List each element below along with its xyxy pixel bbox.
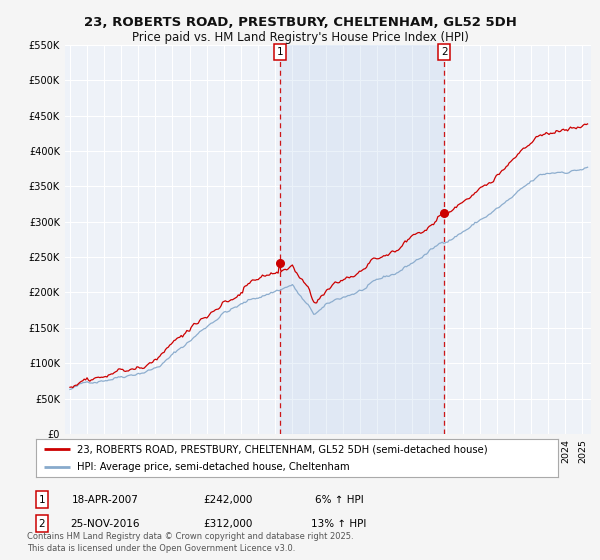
Text: 2: 2	[38, 519, 46, 529]
Text: 23, ROBERTS ROAD, PRESTBURY, CHELTENHAM, GL52 5DH (semi-detached house): 23, ROBERTS ROAD, PRESTBURY, CHELTENHAM,…	[77, 444, 487, 454]
Text: 1: 1	[38, 494, 46, 505]
Text: 13% ↑ HPI: 13% ↑ HPI	[311, 519, 367, 529]
Text: £242,000: £242,000	[203, 494, 253, 505]
Text: HPI: Average price, semi-detached house, Cheltenham: HPI: Average price, semi-detached house,…	[77, 462, 349, 472]
Text: Price paid vs. HM Land Registry's House Price Index (HPI): Price paid vs. HM Land Registry's House …	[131, 31, 469, 44]
Text: 23, ROBERTS ROAD, PRESTBURY, CHELTENHAM, GL52 5DH: 23, ROBERTS ROAD, PRESTBURY, CHELTENHAM,…	[83, 16, 517, 29]
Text: 1: 1	[277, 47, 283, 57]
Text: 25-NOV-2016: 25-NOV-2016	[70, 519, 140, 529]
Text: 2: 2	[441, 47, 448, 57]
Bar	[280, 45, 444, 434]
Text: £312,000: £312,000	[203, 519, 253, 529]
Text: 18-APR-2007: 18-APR-2007	[71, 494, 139, 505]
Text: Contains HM Land Registry data © Crown copyright and database right 2025.
This d: Contains HM Land Registry data © Crown c…	[27, 533, 353, 553]
Text: 6% ↑ HPI: 6% ↑ HPI	[314, 494, 364, 505]
